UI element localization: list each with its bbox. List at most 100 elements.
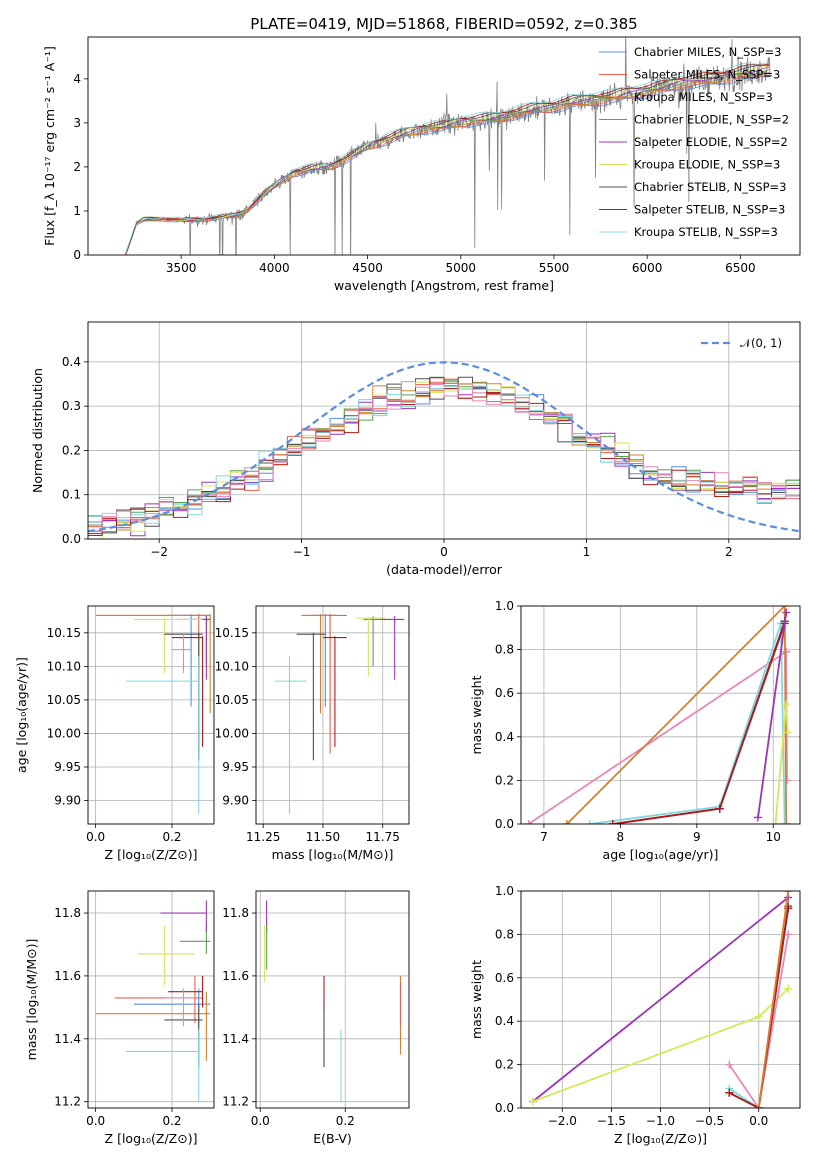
x-tick-label: 5500: [539, 261, 570, 275]
weight-marker: [725, 1088, 734, 1097]
panel-age_vs_mass: 11.25 11.50 11.75 9.90 9.95 10.00 10.05 10.10 10…: [215, 605, 410, 862]
y-tick-label: 11.8: [54, 906, 81, 920]
weight-series: [585, 619, 789, 824]
x-axis-label: mass [log₁₀(M/M⊙)]: [272, 847, 394, 862]
y-tick-label: 0.0: [495, 817, 514, 831]
y-tick-label: 0.4: [495, 730, 514, 744]
errorbar-point: [126, 656, 200, 814]
legend-entry: Chabrier MILES, N_SSP=3: [634, 45, 781, 59]
x-tick-label: 11.25: [246, 830, 280, 844]
panel-weight_vs_Z: −2.0 −1.5 −1.0 −0.5 0.0 0.0 0.2 0.4 0.6 0.8 1.0 Z […: [469, 884, 801, 1146]
x-tick-label: 0.0: [86, 830, 105, 844]
x-tick-label: 11.50: [306, 830, 340, 844]
y-tick-label: 1: [73, 204, 81, 218]
weight-line: [612, 621, 786, 824]
errorbar-point: [313, 614, 338, 707]
x-tick-label: 5000: [446, 261, 477, 275]
axes-frame: [87, 36, 801, 256]
plot-area: [528, 891, 793, 1108]
y-tick-label: 0.3: [62, 399, 81, 413]
x-tick-label: 0.2: [162, 830, 181, 844]
weight-marker: [562, 820, 571, 824]
y-tick-label: 0.2: [495, 1058, 514, 1072]
weight-line: [566, 606, 788, 824]
x-tick-label: 8: [617, 830, 625, 844]
weight-line: [589, 623, 786, 824]
weight-marker: [784, 984, 793, 993]
errorbar-point: [296, 632, 326, 761]
normal-curve: [88, 361, 800, 533]
weight-marker: [771, 820, 780, 824]
axes-frame: [255, 605, 410, 825]
errorbar-point: [133, 618, 203, 674]
weight-series: [771, 700, 792, 824]
y-tick-label: 0.8: [495, 927, 514, 941]
x-tick-label: −2: [150, 545, 168, 559]
axes-frame: [520, 890, 801, 1109]
x-axis-label: Z [log₁₀(Z/Z⊙)]: [105, 1131, 198, 1146]
weight-marker: [784, 930, 793, 939]
x-tick-label: 2: [725, 545, 733, 559]
y-tick-label: 10.10: [47, 659, 81, 673]
errorbar-point: [164, 988, 195, 1027]
plot-area: [95, 614, 211, 814]
y-tick-label: 10.05: [47, 693, 81, 707]
panel-spectrum: 3500 4000 4500 5000 5500 6000 6500 0 1 2 3 4 wavelen…: [42, 15, 801, 293]
errorbar-point: [168, 975, 204, 1008]
weight-marker: [782, 647, 791, 656]
panel-residuals: −2 −1 0 1 2 0.0 0.1 0.2 0.3 0.4 (data-model)/error…: [30, 321, 801, 577]
weight-marker: [784, 891, 793, 895]
legend-entry: Kroupa ELODIE, N_SSP=3: [634, 158, 780, 172]
x-tick-label: 3500: [166, 261, 197, 275]
weight-marker: [754, 1104, 763, 1108]
y-tick-label: 10.10: [215, 659, 249, 673]
errorbar-point: [172, 614, 207, 707]
axes-frame: [255, 890, 410, 1109]
weight-line: [757, 612, 788, 818]
x-tick-label: 7: [540, 830, 548, 844]
weight-marker: [754, 1012, 763, 1021]
y-axis-label: age [log₁₀(age/yr)]: [14, 657, 29, 773]
y-tick-label: 10.05: [215, 693, 249, 707]
weight-line: [728, 934, 790, 1108]
weight-marker: [715, 804, 724, 813]
errorbar-point: [95, 991, 211, 1061]
legend: 𝒩(0, 1): [701, 336, 782, 350]
weight-series: [753, 608, 791, 822]
weight-line: [612, 623, 786, 824]
y-tick-label: 0.6: [495, 971, 514, 985]
y-tick-label: 9.90: [222, 794, 249, 808]
y-tick-label: 11.2: [222, 1095, 249, 1109]
weight-series: [524, 647, 792, 824]
plot-area: [95, 900, 211, 1102]
y-tick-label: 10.15: [215, 626, 249, 640]
weight-marker: [524, 820, 533, 824]
legend-entry: Kroupa STELIB, N_SSP=3: [634, 225, 778, 239]
x-axis-label: Z [log₁₀(Z/Z⊙)]: [105, 847, 198, 862]
model-line: [124, 68, 770, 254]
x-tick-label: 0.0: [251, 1114, 270, 1128]
y-tick-label: 2: [73, 160, 81, 174]
weight-marker: [783, 728, 792, 737]
legend: Chabrier MILES, N_SSP=3 Salpeter MILES, N…: [599, 45, 789, 239]
weight-marker: [585, 820, 594, 824]
x-tick-label: 4500: [352, 261, 383, 275]
x-tick-label: 0.0: [86, 1114, 105, 1128]
legend-entry: Salpeter STELIB, N_SSP=3: [634, 203, 785, 217]
errorbar-point: [356, 616, 386, 677]
x-axis-label: age [log₁₀(age/yr)]: [603, 847, 719, 862]
y-tick-label: 0.2: [495, 773, 514, 787]
y-tick-label: 0.8: [495, 643, 514, 657]
y-tick-label: 9.90: [54, 794, 81, 808]
weight-marker: [753, 813, 762, 822]
plot-area: [275, 614, 405, 814]
y-axis-label: Flux [f_λ 10⁻¹⁷ erg cm⁻² s⁻¹ A⁻¹]: [42, 46, 57, 246]
x-tick-label: −2.0: [548, 1114, 577, 1128]
errorbar-point: [126, 1029, 200, 1102]
y-tick-label: 0.1: [62, 488, 81, 502]
histogram-step: [88, 377, 800, 535]
y-axis-label: Normed distribution: [30, 368, 45, 493]
y-tick-label: 0.2: [62, 443, 81, 457]
legend-entry: Kroupa MILES, N_SSP=3: [634, 90, 773, 104]
